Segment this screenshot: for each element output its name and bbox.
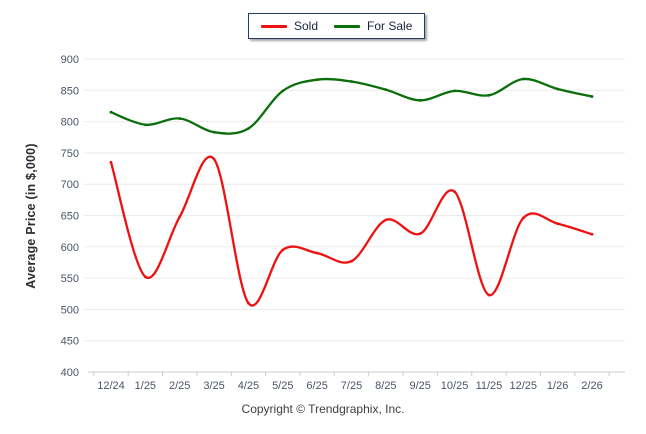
- for-sale-data-point: [143, 123, 147, 127]
- sold-data-point: [590, 232, 594, 236]
- for-sale-data-point: [212, 130, 216, 134]
- sold-data-point: [487, 293, 491, 297]
- for-sale-data-point: [178, 117, 182, 120]
- y-tick-label: 400: [61, 367, 79, 379]
- sold-line-swatch: [261, 24, 287, 28]
- sold-data-point: [281, 248, 285, 252]
- sold-data-point: [418, 232, 422, 236]
- x-tick-label: 4/25: [238, 380, 259, 392]
- x-tick-label: 9/25: [410, 380, 431, 392]
- y-tick-label: 750: [61, 148, 79, 160]
- for-sale-data-point: [556, 87, 560, 91]
- x-tick-label: 3/25: [203, 380, 224, 392]
- for-sale-data-point: [281, 89, 285, 93]
- sold-data-point: [350, 259, 353, 263]
- sold-data-point: [247, 301, 250, 305]
- for-sale-data-point: [384, 88, 388, 92]
- for-sale-data-point: [487, 93, 491, 97]
- x-tick-label: 10/25: [441, 380, 469, 392]
- y-tick-label: 700: [61, 179, 79, 191]
- for-sale-data-point: [109, 110, 113, 114]
- legend-item-for-sale: For Sale: [334, 19, 412, 33]
- x-tick-label: 1/26: [547, 380, 568, 392]
- sold-data-point: [212, 157, 216, 161]
- for-sale-data-point: [350, 80, 353, 83]
- for-sale-line-swatch: [334, 24, 361, 28]
- x-tick-label: 2/25: [169, 380, 190, 392]
- y-tick-label: 650: [61, 211, 79, 223]
- x-tick-label: 11/25: [476, 380, 503, 392]
- legend-label-for-sale: For Sale: [367, 19, 413, 33]
- y-tick-label: 450: [61, 336, 79, 348]
- for-sale-data-point: [315, 78, 319, 82]
- y-tick-label: 500: [61, 304, 79, 316]
- x-tick-label: 5/25: [272, 380, 293, 392]
- sold-data-point: [178, 215, 182, 219]
- sold-data-point: [521, 216, 525, 220]
- x-tick-label: 8/25: [375, 380, 396, 392]
- legend-label-sold: Sold: [294, 19, 319, 33]
- sold-data-point: [315, 251, 319, 255]
- x-tick-label: 6/25: [306, 380, 327, 392]
- legend: Sold For Sale: [248, 13, 426, 39]
- for-sale-data-point: [418, 98, 422, 102]
- sold-data-point: [143, 275, 147, 279]
- x-tick-label: 1/25: [135, 380, 156, 392]
- x-tick-label: 12/25: [510, 380, 538, 392]
- copyright-text: Copyright © Trendgraphix, Inc.: [241, 402, 405, 416]
- y-tick-label: 600: [61, 242, 79, 254]
- sold-data-point: [109, 160, 113, 164]
- sold-data-point: [384, 218, 388, 222]
- for-sale-data-point: [521, 77, 525, 81]
- y-tick-label: 800: [61, 117, 79, 129]
- for-sale-data-point: [247, 127, 250, 130]
- y-tick-label: 900: [61, 54, 79, 66]
- y-tick-label: 850: [61, 85, 79, 97]
- x-tick-label: 7/25: [341, 380, 362, 392]
- sold-data-point: [556, 222, 560, 226]
- for-sale-data-point: [453, 89, 456, 93]
- sold-line: [109, 155, 594, 307]
- sold-data-point: [453, 190, 456, 194]
- x-tick-label: 12/24: [97, 380, 125, 392]
- for-sale-data-point: [590, 95, 594, 98]
- x-tick-label: 2/26: [581, 380, 602, 392]
- y-tick-label: 550: [61, 273, 79, 285]
- legend-item-sold: Sold: [261, 19, 318, 33]
- for-sale-line: [109, 77, 594, 135]
